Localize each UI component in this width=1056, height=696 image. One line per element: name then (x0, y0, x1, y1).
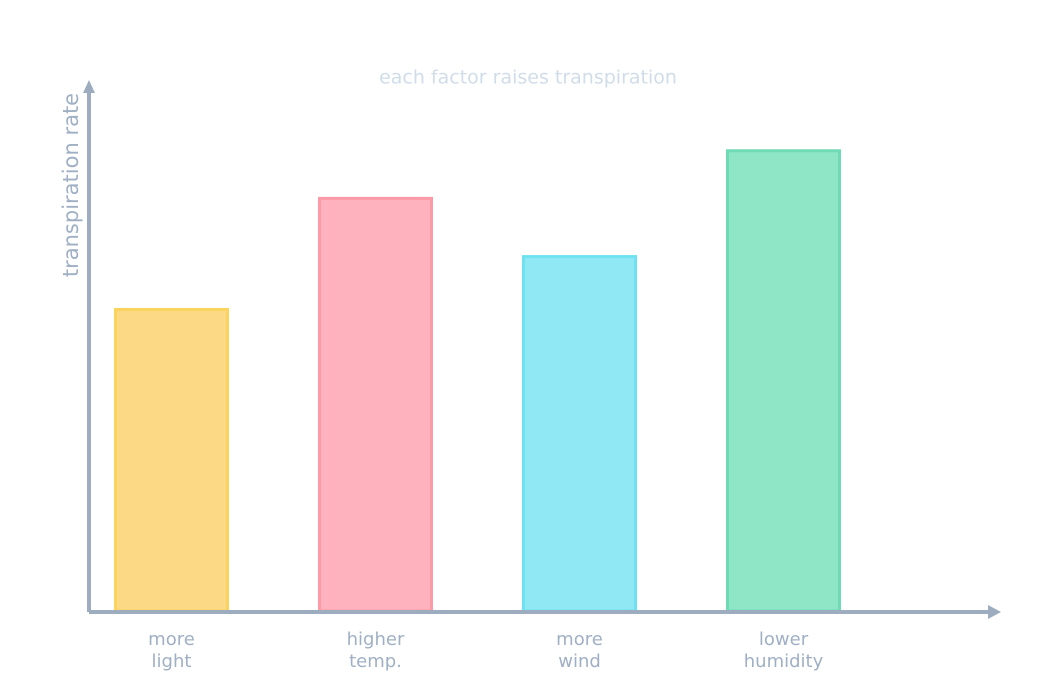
x-tick-label-line: wind (558, 651, 601, 672)
y-axis-label: transpiration rate (59, 93, 83, 277)
bar (726, 149, 841, 613)
bar (114, 307, 229, 613)
y-axis-arrow (83, 80, 95, 93)
x-tick-label-line: more (556, 629, 603, 650)
x-tick-label-line: more (148, 629, 195, 650)
bar (522, 255, 637, 613)
x-tick-label: more wind (556, 629, 603, 672)
x-axis-arrow (988, 605, 1001, 619)
x-tick-label-line: light (152, 651, 192, 672)
chart-title: each factor raises transpiration (379, 67, 677, 89)
x-tick-label: lower humidity (744, 629, 824, 672)
x-tick-label: higher temp. (347, 629, 405, 672)
x-tick-label-line: higher (347, 629, 405, 650)
x-tick-label-line: temp. (349, 651, 402, 672)
x-tick-label-line: humidity (744, 651, 824, 672)
bar (318, 196, 433, 613)
x-tick-label: more light (148, 629, 195, 672)
x-tick-label-line: lower (759, 629, 809, 650)
